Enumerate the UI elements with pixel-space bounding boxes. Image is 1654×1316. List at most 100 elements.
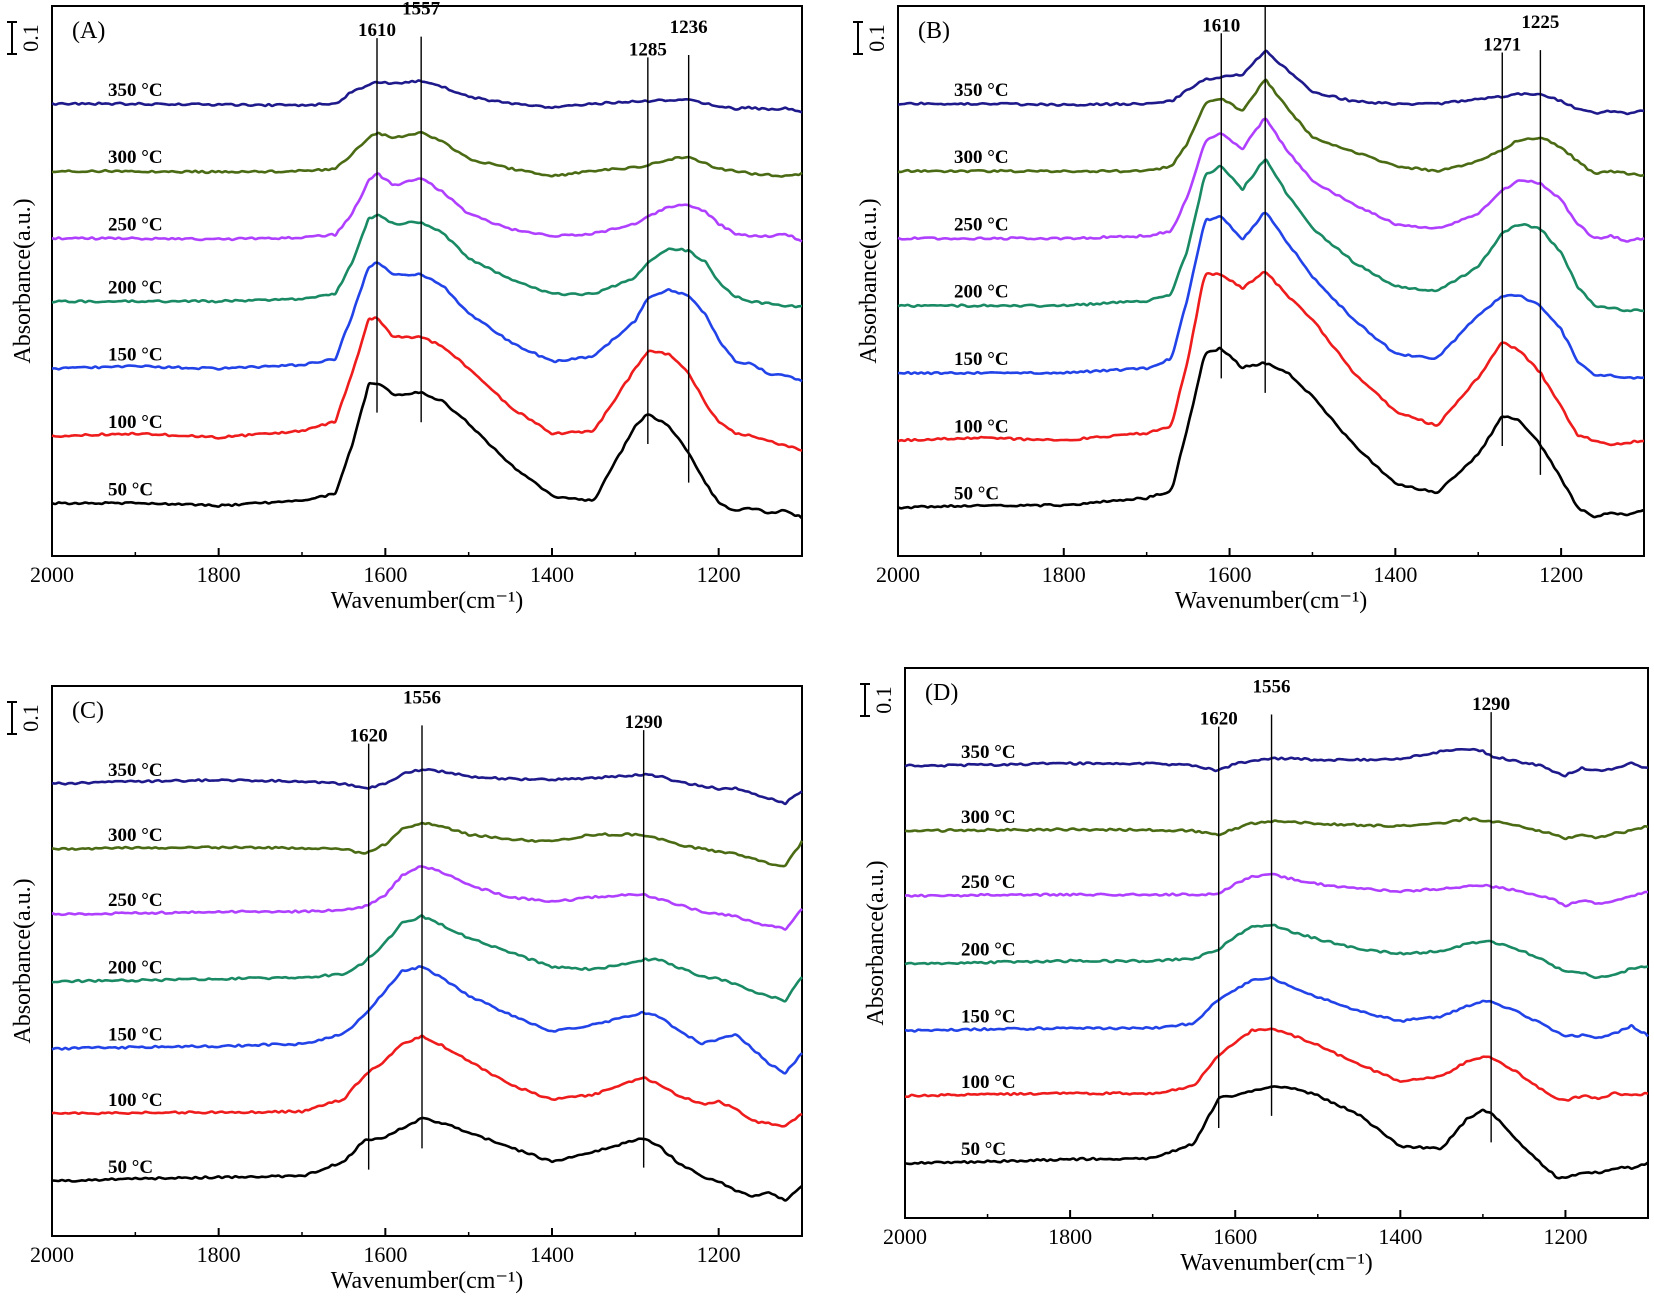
series-label-100: 100 °C [108,412,163,433]
series-label-250: 250 °C [961,872,1016,893]
series-line-100 [51,1034,803,1128]
peak-label: 1225 [1521,12,1559,33]
series-label-250: 250 °C [108,890,163,911]
series-label-150: 150 °C [108,345,163,366]
panel-letter: (B) [918,18,950,44]
series-line-300 [904,816,1649,841]
panel-letter: (A) [72,18,105,44]
series-label-50: 50 °C [954,484,999,505]
plot-frame [51,5,803,557]
plot-frame [897,5,1645,557]
y-axis-title: Absorbance(a.u.) [863,860,889,1025]
peak-label: 1271 [1483,35,1521,56]
series-line-200 [904,923,1649,980]
x-tick-label: 2000 [883,1224,927,1249]
series-line-150 [897,211,1645,380]
series-label-50: 50 °C [108,479,153,500]
series-label-150: 150 °C [954,349,1009,370]
x-tick-label: 2000 [30,1242,74,1267]
series-label-300: 300 °C [108,825,163,846]
series-line-300 [51,130,803,178]
series-label-100: 100 °C [954,416,1009,437]
series-label-250: 250 °C [108,214,163,235]
x-tick-label: 2000 [30,562,74,587]
x-tick-label: 1400 [530,1242,574,1267]
x-tick-label: 1600 [363,1242,407,1267]
series-line-150 [51,965,803,1075]
series-label-200: 200 °C [954,282,1009,303]
scale-bar-label: 0.1 [864,24,889,52]
x-axis-title: Wavenumber(cm⁻¹) [331,588,524,614]
series-line-200 [51,914,803,1003]
panel-2: 2000 1800 1600 1400 1200 Wavenumber(cm⁻¹) Abso… [853,5,1645,614]
series-line-50 [897,346,1645,519]
series-label-100: 100 °C [108,1090,163,1111]
x-tick-label: 1800 [1048,1224,1092,1249]
y-axis-title: Absorbance(a.u.) [856,198,882,363]
peak-label: 1620 [350,726,388,747]
x-tick-label: 1200 [697,562,741,587]
series-line-350 [51,768,803,806]
x-tick-label: 1200 [697,1242,741,1267]
x-tick-label: 1200 [1543,1224,1587,1249]
series-label-100: 100 °C [961,1072,1016,1093]
series-label-300: 300 °C [954,147,1009,168]
series-line-250 [904,872,1649,908]
x-tick-label: 1800 [1042,562,1086,587]
peak-label: 1290 [1472,694,1510,715]
peak-label: 1610 [1202,15,1240,36]
scale-bar-label: 0.1 [871,686,896,714]
series-label-50: 50 °C [961,1139,1006,1160]
panel-letter: (C) [72,698,104,724]
x-tick-label: 2000 [876,562,920,587]
peak-label: 1620 [1200,709,1238,730]
series-label-350: 350 °C [954,80,1009,101]
series-label-300: 300 °C [961,807,1016,828]
scale-bar-label: 0.1 [18,24,43,52]
series-label-50: 50 °C [108,1157,153,1178]
panel-letter: (D) [925,680,958,706]
x-axis-title: Wavenumber(cm⁻¹) [1180,1250,1373,1276]
series-line-50 [51,381,803,520]
peak-label: 1236 [670,17,708,38]
scale-bar-label: 0.1 [18,704,43,732]
series-label-200: 200 °C [108,277,163,298]
series-line-100 [897,270,1645,447]
series-label-150: 150 °C [961,1007,1016,1028]
peak-label: 1556 [1253,677,1291,698]
plot-frame [51,685,803,1237]
x-tick-label: 1200 [1539,562,1583,587]
panel-3: 2000 1800 1600 1400 1200 Wavenumber(cm⁻¹) Abso… [7,685,804,1294]
x-tick-label: 1400 [1378,1224,1422,1249]
series-label-200: 200 °C [108,957,163,978]
x-tick-label: 1800 [197,562,241,587]
x-tick-label: 1400 [530,562,574,587]
series-label-350: 350 °C [108,760,163,781]
y-axis-title: Absorbance(a.u.) [10,198,36,363]
panel-4: 2000 1800 1600 1400 1200 Wavenumber(cm⁻¹) Abso… [860,667,1649,1276]
panel-1: 2000 1800 1600 1400 1200 Wavenumber(cm⁻¹) Abso… [7,0,803,614]
peak-label: 1610 [358,20,396,41]
series-line-300 [51,821,804,868]
series-line-350 [51,79,803,114]
series-line-200 [51,213,803,309]
x-tick-label: 1600 [1213,1224,1257,1249]
series-line-200 [897,158,1645,313]
series-line-50 [51,1116,803,1202]
peak-label: 1285 [629,39,667,60]
series-line-100 [904,1027,1649,1102]
series-line-150 [904,976,1649,1040]
series-label-300: 300 °C [108,147,163,168]
series-label-250: 250 °C [954,214,1009,235]
series-label-350: 350 °C [961,742,1016,763]
plot-frame [904,667,1649,1219]
series-line-300 [897,78,1645,177]
x-axis-title: Wavenumber(cm⁻¹) [331,1268,524,1294]
peak-label: 1556 [403,687,441,708]
y-axis-title: Absorbance(a.u.) [10,878,36,1043]
series-line-150 [51,261,803,383]
series-label-350: 350 °C [108,80,163,101]
series-label-200: 200 °C [961,939,1016,960]
series-line-250 [897,117,1645,243]
